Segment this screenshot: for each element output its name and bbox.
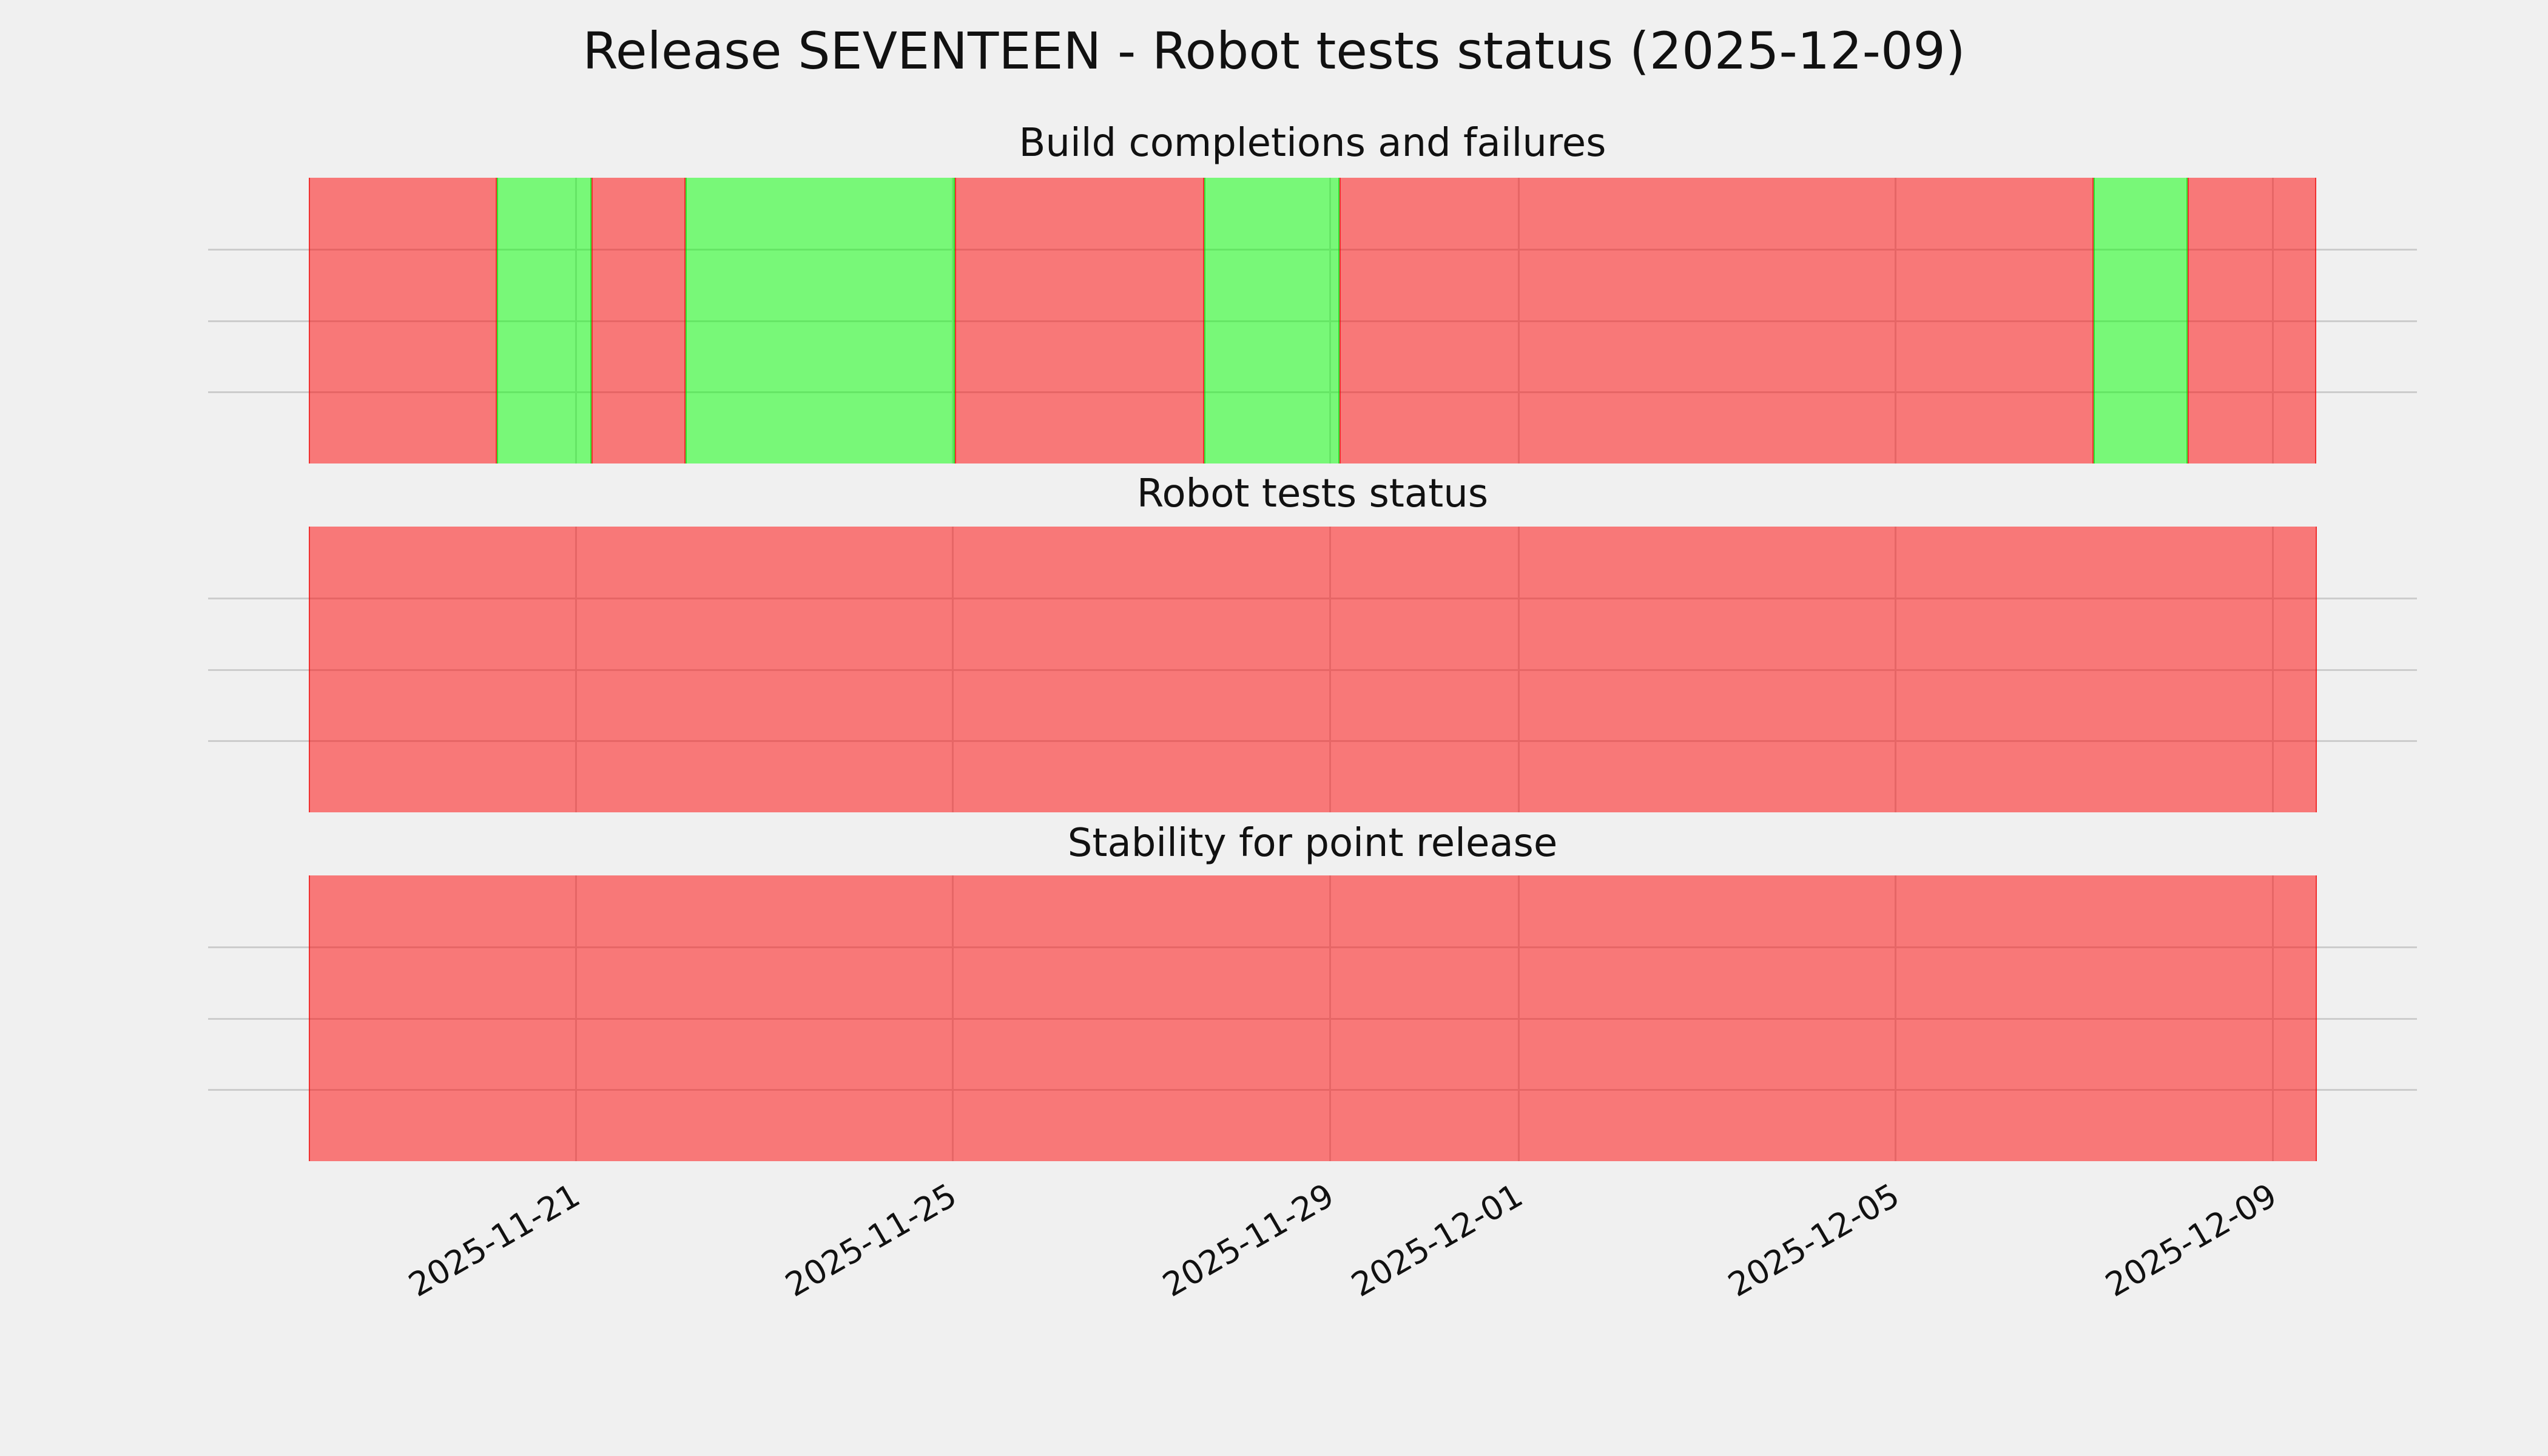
status-band-failure <box>308 178 497 463</box>
status-band-success <box>497 178 592 463</box>
status-band-success <box>2094 178 2188 463</box>
status-band-success <box>1204 178 1340 463</box>
x-tick-label: 2025-11-25 <box>779 1176 963 1305</box>
x-tick-label: 2025-12-05 <box>1722 1176 1906 1305</box>
x-tick-label: 2025-11-21 <box>402 1176 587 1305</box>
axes-stability <box>208 875 2417 1161</box>
x-tick-label: 2025-11-29 <box>1156 1176 1341 1305</box>
status-band-failure <box>591 178 686 463</box>
x-tick-label: 2025-12-01 <box>1344 1176 1529 1305</box>
subplot-title-stability: Stability for point release <box>1067 821 1558 866</box>
status-band-failure <box>308 527 2317 812</box>
status-band-failure <box>2188 178 2317 463</box>
x-tick-label: 2025-12-09 <box>2098 1176 2283 1305</box>
subplot-title-build-completions: Build completions and failures <box>1019 121 1606 166</box>
axes-robot-tests <box>208 527 2417 812</box>
axes-build-completions <box>208 178 2417 463</box>
status-band-failure <box>1340 178 2094 463</box>
figure-title: Release SEVENTEEN - Robot tests status (… <box>582 21 1966 81</box>
status-band-success <box>686 178 955 463</box>
status-band-failure <box>308 875 2317 1161</box>
subplot-title-robot-tests: Robot tests status <box>1136 471 1489 516</box>
status-band-failure <box>954 178 1204 463</box>
